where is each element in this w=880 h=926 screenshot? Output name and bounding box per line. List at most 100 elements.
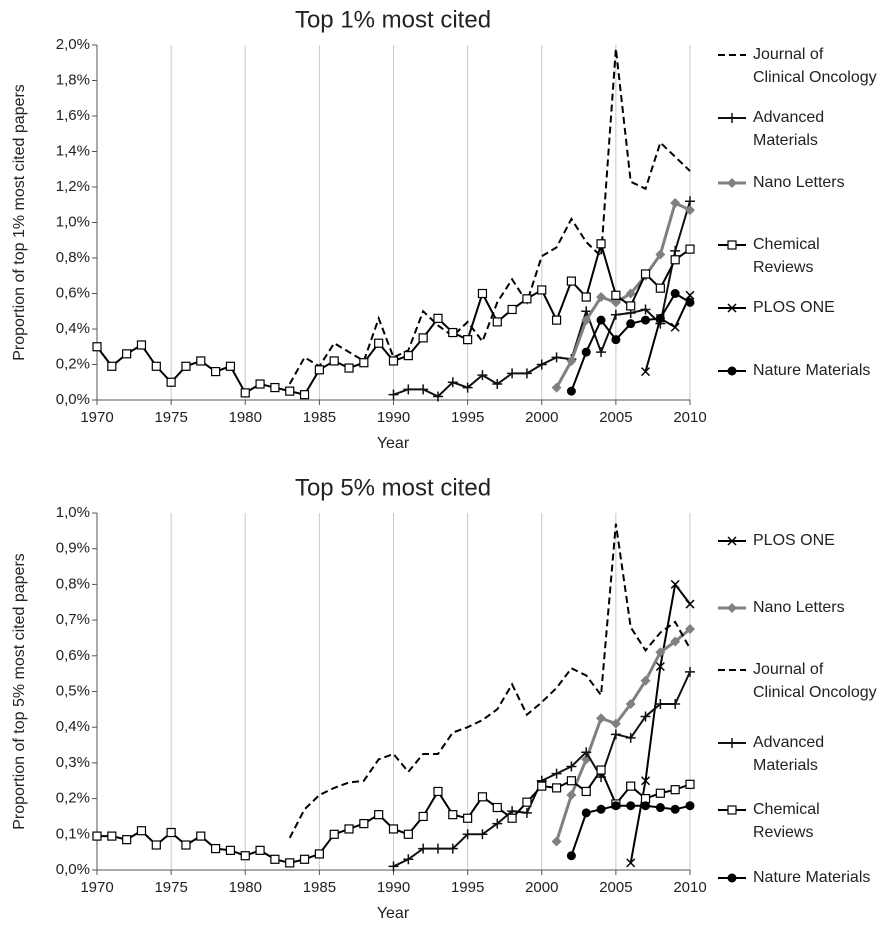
marker bbox=[566, 355, 577, 366]
marker bbox=[344, 824, 354, 834]
chart-title: Top 5% most cited bbox=[295, 474, 491, 501]
y-tick-label: 0,8% bbox=[56, 575, 90, 592]
marker bbox=[596, 765, 606, 775]
marker bbox=[670, 579, 680, 589]
marker bbox=[685, 599, 695, 609]
y-tick-label: 0,1% bbox=[56, 825, 90, 842]
marker bbox=[581, 747, 592, 758]
marker bbox=[596, 315, 606, 325]
marker bbox=[670, 785, 680, 795]
x-tick-label: 2005 bbox=[599, 879, 632, 896]
marker bbox=[122, 349, 132, 359]
x-tick-label: 2010 bbox=[673, 409, 706, 426]
marker bbox=[596, 239, 606, 249]
marker bbox=[255, 845, 265, 855]
legend-label: Chemical Reviews bbox=[753, 236, 820, 276]
marker bbox=[625, 288, 636, 299]
marker bbox=[270, 854, 280, 864]
marker bbox=[670, 197, 681, 208]
marker bbox=[626, 801, 636, 811]
x-axis-label: Year bbox=[377, 435, 410, 452]
marker bbox=[492, 802, 502, 813]
y-axis-label: Proportion of top 1% most cited papers bbox=[11, 84, 28, 361]
marker bbox=[727, 873, 737, 883]
marker bbox=[610, 729, 621, 740]
marker bbox=[581, 315, 592, 326]
y-axis-label: Proportion of top 5% most cited papers bbox=[11, 553, 28, 830]
marker bbox=[581, 786, 591, 797]
y-tick-label: 0,6% bbox=[56, 647, 90, 664]
x-tick-label: 2010 bbox=[673, 879, 706, 896]
marker bbox=[640, 675, 651, 686]
marker bbox=[670, 289, 680, 298]
marker bbox=[685, 801, 695, 811]
marker bbox=[166, 377, 176, 387]
marker bbox=[727, 738, 737, 748]
x-tick-label: 1980 bbox=[229, 409, 262, 426]
marker bbox=[388, 824, 399, 834]
marker bbox=[581, 292, 591, 302]
marker bbox=[727, 178, 737, 188]
y-tick-label: 0,2% bbox=[56, 355, 90, 372]
y-tick-label: 1,6% bbox=[56, 107, 90, 124]
marker bbox=[610, 309, 621, 320]
marker bbox=[403, 829, 413, 839]
y-tick-label: 2,0% bbox=[56, 36, 90, 53]
marker bbox=[388, 389, 399, 400]
marker bbox=[610, 718, 621, 729]
marker bbox=[285, 386, 295, 396]
marker bbox=[359, 818, 369, 829]
marker bbox=[640, 367, 651, 377]
marker bbox=[611, 801, 621, 811]
marker bbox=[566, 386, 576, 396]
marker bbox=[344, 363, 354, 373]
marker bbox=[507, 304, 517, 315]
marker bbox=[727, 805, 737, 815]
marker bbox=[655, 283, 665, 293]
marker bbox=[432, 843, 443, 854]
marker bbox=[433, 786, 443, 797]
marker bbox=[685, 205, 695, 216]
marker bbox=[196, 356, 206, 366]
y-tick-label: 0,5% bbox=[56, 682, 90, 699]
marker bbox=[92, 831, 102, 841]
marker bbox=[581, 808, 591, 818]
marker bbox=[522, 294, 532, 304]
marker bbox=[670, 804, 680, 814]
marker bbox=[685, 290, 695, 300]
marker bbox=[655, 313, 665, 323]
marker bbox=[447, 843, 458, 854]
marker bbox=[655, 803, 665, 813]
marker bbox=[596, 713, 607, 724]
marker bbox=[655, 647, 666, 658]
marker bbox=[136, 826, 147, 836]
y-tick-label: 1,0% bbox=[56, 213, 90, 230]
marker bbox=[596, 347, 607, 358]
y-tick-label: 0,4% bbox=[56, 718, 90, 735]
legend-label: Nano Letters bbox=[753, 174, 845, 191]
marker bbox=[727, 113, 737, 123]
marker bbox=[670, 255, 680, 265]
marker bbox=[122, 835, 132, 845]
x-tick-label: 2000 bbox=[525, 409, 558, 426]
marker bbox=[581, 306, 592, 317]
chart-title: Top 1% most cited bbox=[295, 6, 491, 33]
marker bbox=[641, 801, 651, 811]
marker bbox=[685, 666, 695, 677]
marker bbox=[551, 382, 562, 393]
marker bbox=[537, 781, 547, 791]
y-tick-label: 0,0% bbox=[56, 861, 90, 878]
marker bbox=[225, 845, 236, 855]
y-tick-label: 1,0% bbox=[56, 504, 90, 521]
marker bbox=[181, 840, 191, 850]
x-tick-label: 1995 bbox=[451, 879, 484, 896]
legend-label: Journal of Clinical Oncology bbox=[753, 661, 877, 701]
marker bbox=[211, 843, 221, 854]
marker bbox=[566, 790, 577, 801]
marker bbox=[107, 361, 117, 371]
marker bbox=[626, 301, 636, 311]
marker bbox=[685, 196, 695, 207]
marker bbox=[447, 377, 458, 388]
y-tick-label: 0,0% bbox=[56, 391, 90, 408]
